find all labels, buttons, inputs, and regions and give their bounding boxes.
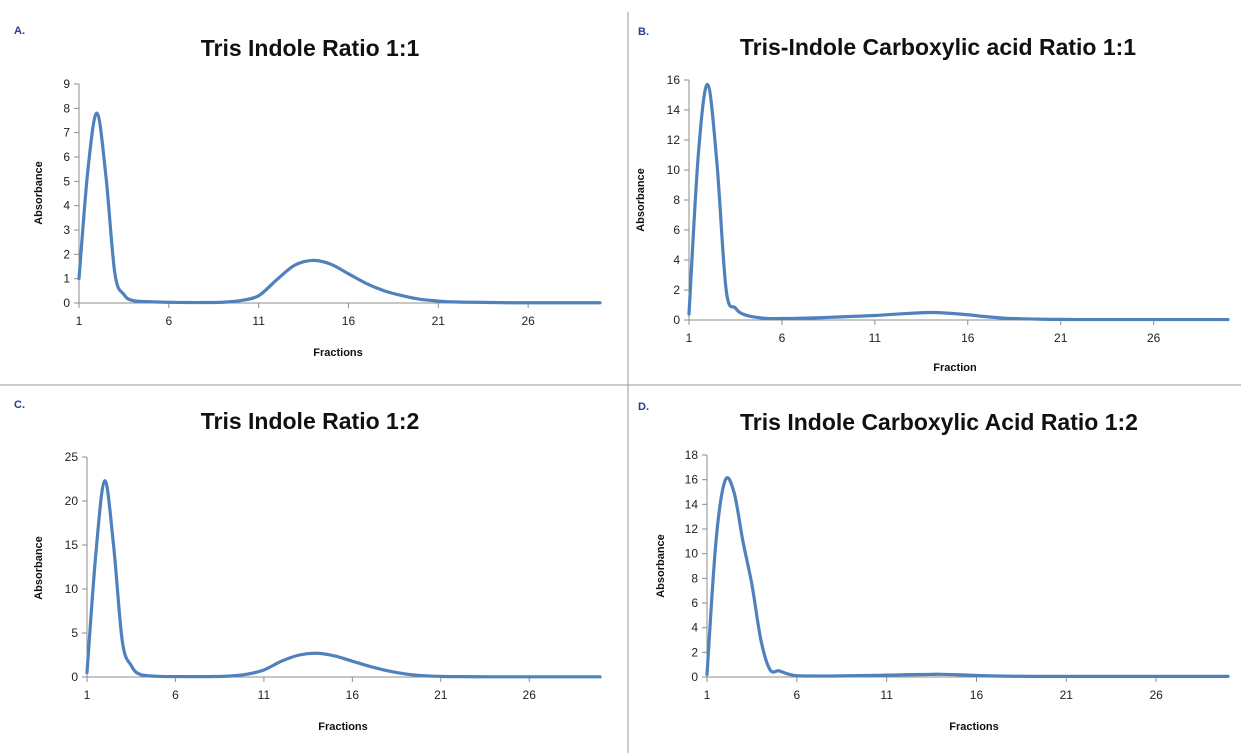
x-tick-label: 26 xyxy=(1147,331,1161,345)
y-tick-label: 15 xyxy=(65,538,79,552)
x-tick-label: 6 xyxy=(779,331,786,345)
x-tick-label: 1 xyxy=(84,688,91,702)
y-tick-label: 6 xyxy=(691,596,698,610)
panel-label: D. xyxy=(638,401,649,413)
y-tick-label: 2 xyxy=(673,283,680,297)
y-tick-label: 16 xyxy=(667,73,681,87)
y-tick-label: 5 xyxy=(71,626,78,640)
series-line xyxy=(687,82,1230,322)
x-tick-label: 16 xyxy=(970,688,984,702)
x-tick-label: 1 xyxy=(686,331,693,345)
y-tick-label: 14 xyxy=(667,103,681,117)
chart-panel-a: A. Tris Indole Ratio 1:1 Absorbance Frac… xyxy=(14,25,602,359)
x-tick-label: 1 xyxy=(704,688,711,702)
y-tick-label: 0 xyxy=(691,670,698,684)
y-tick-label: 2 xyxy=(691,645,698,659)
x-tick-label: 1 xyxy=(76,314,83,328)
y-tick-label: 0 xyxy=(673,313,680,327)
y-tick-label: 18 xyxy=(685,448,699,462)
y-tick-label: 9 xyxy=(63,77,70,91)
y-tick-label: 12 xyxy=(667,133,681,147)
y-tick-label: 3 xyxy=(63,223,70,237)
y-tick-label: 14 xyxy=(685,497,699,511)
y-axis-title: Absorbance xyxy=(655,534,667,598)
y-tick-label: 2 xyxy=(63,247,70,261)
y-tick-label: 16 xyxy=(685,473,699,487)
x-tick-label: 11 xyxy=(252,314,265,328)
y-tick-label: 10 xyxy=(65,582,79,596)
y-tick-label: 4 xyxy=(63,199,70,213)
y-tick-label: 6 xyxy=(673,223,680,237)
y-tick-label: 12 xyxy=(685,522,699,536)
chart-title: Tris Indole Ratio 1:1 xyxy=(201,35,420,61)
panel-label: C. xyxy=(14,399,25,411)
x-axis-title: Fractions xyxy=(313,347,363,359)
chart-title: Tris Indole Ratio 1:2 xyxy=(201,408,420,434)
y-axis-title: Absorbance xyxy=(635,168,647,232)
x-tick-label: 21 xyxy=(432,314,446,328)
y-tick-label: 4 xyxy=(691,621,698,635)
x-tick-label: 11 xyxy=(869,331,882,345)
series-line xyxy=(85,479,602,679)
y-tick-label: 8 xyxy=(691,571,698,585)
x-tick-label: 21 xyxy=(434,688,448,702)
x-tick-label: 11 xyxy=(880,688,893,702)
x-tick-label: 21 xyxy=(1060,688,1074,702)
x-tick-label: 6 xyxy=(165,314,172,328)
y-tick-label: 6 xyxy=(63,150,70,164)
y-tick-label: 10 xyxy=(685,547,699,561)
x-tick-label: 11 xyxy=(258,688,271,702)
series-line xyxy=(77,111,602,305)
chart-panel-c: C. Tris Indole Ratio 1:2 Absorbance Frac… xyxy=(14,399,602,733)
x-tick-label: 16 xyxy=(346,688,360,702)
y-tick-label: 0 xyxy=(71,670,78,684)
y-tick-label: 8 xyxy=(673,193,680,207)
x-axis-title: Fraction xyxy=(933,362,977,374)
y-tick-label: 8 xyxy=(63,101,70,115)
chart-title: Tris Indole Carboxylic Acid Ratio 1:2 xyxy=(740,409,1138,435)
y-axis-title: Absorbance xyxy=(33,536,45,600)
x-tick-label: 16 xyxy=(961,331,975,345)
x-tick-label: 6 xyxy=(172,688,179,702)
y-tick-label: 4 xyxy=(673,253,680,267)
y-tick-label: 0 xyxy=(63,296,70,310)
y-tick-label: 20 xyxy=(65,494,79,508)
x-tick-label: 26 xyxy=(523,688,537,702)
x-tick-label: 26 xyxy=(1149,688,1163,702)
y-tick-label: 10 xyxy=(667,163,681,177)
x-axis-title: Fractions xyxy=(949,721,999,733)
x-tick-label: 16 xyxy=(342,314,356,328)
y-axis-title: Absorbance xyxy=(33,161,45,225)
x-tick-label: 6 xyxy=(793,688,800,702)
chart-title: Tris-Indole Carboxylic acid Ratio 1:1 xyxy=(740,34,1136,60)
y-tick-label: 7 xyxy=(63,126,70,140)
x-axis-title: Fractions xyxy=(318,721,368,733)
y-tick-label: 25 xyxy=(65,450,79,464)
y-tick-label: 5 xyxy=(63,174,70,188)
chart-panel-d: D. Tris Indole Carboxylic Acid Ratio 1:2… xyxy=(638,401,1230,733)
x-tick-label: 26 xyxy=(521,314,535,328)
panel-label: A. xyxy=(14,25,25,37)
x-tick-label: 21 xyxy=(1054,331,1068,345)
y-tick-label: 1 xyxy=(63,272,70,286)
series-line xyxy=(705,476,1230,678)
chart-panel-b: B. Tris-Indole Carboxylic acid Ratio 1:1… xyxy=(635,26,1230,374)
panel-label: B. xyxy=(638,26,649,38)
